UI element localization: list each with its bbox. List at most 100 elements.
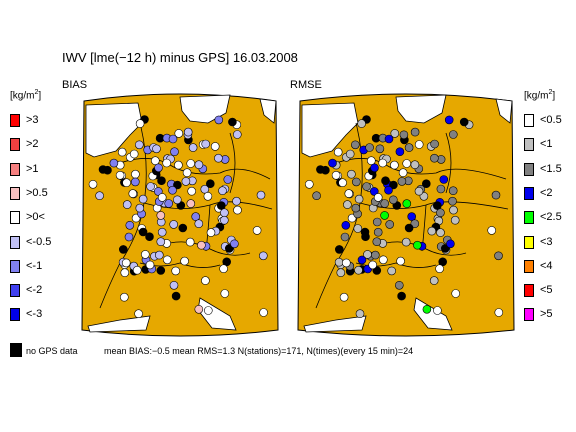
station-marker (448, 196, 457, 206)
station-marker (379, 255, 388, 265)
station-marker (182, 168, 192, 177)
station-marker (157, 227, 167, 237)
station-marker (370, 163, 379, 173)
station-marker (351, 203, 361, 213)
station-marker (449, 130, 458, 139)
station-marker (220, 215, 229, 225)
bias-legend-label: >0< (26, 211, 45, 224)
station-marker (171, 291, 181, 301)
station-marker (353, 224, 363, 233)
station-marker (340, 232, 350, 242)
station-marker (339, 292, 349, 302)
station-marker (436, 228, 445, 237)
station-marker (451, 289, 460, 298)
station-marker (321, 165, 330, 175)
rmse-legend-label: <1.5 (540, 162, 562, 175)
station-marker (328, 158, 337, 168)
station-marker (494, 251, 503, 261)
station-marker (88, 180, 98, 189)
station-marker (345, 149, 355, 159)
bias-unit-label: [kg/m2] (10, 89, 42, 102)
station-marker (430, 139, 439, 149)
station-marker (439, 175, 449, 184)
station-marker (362, 182, 371, 191)
station-marker (414, 186, 424, 196)
station-marker (371, 250, 380, 260)
country-border (335, 158, 507, 180)
station-marker (130, 177, 140, 187)
station-marker (120, 268, 130, 277)
station-marker (228, 117, 237, 127)
bias-legend-swatch (10, 308, 20, 322)
station-marker (214, 115, 224, 125)
station-marker (220, 208, 229, 217)
station-marker (135, 119, 145, 128)
station-marker (414, 140, 424, 149)
station-marker (341, 258, 351, 268)
station-marker (168, 185, 177, 195)
station-marker (334, 245, 344, 254)
bias-legend-label: >2 (26, 138, 39, 151)
station-marker (487, 226, 496, 235)
station-marker (390, 160, 399, 170)
station-marker (312, 191, 321, 200)
bias-legend-swatch (10, 138, 20, 152)
station-marker (331, 171, 341, 180)
station-marker (134, 140, 144, 150)
station-marker (174, 129, 184, 138)
station-marker (375, 144, 385, 154)
station-marker (387, 266, 396, 276)
mediterranean-sea (303, 315, 367, 333)
station-marker (397, 291, 406, 301)
station-marker (372, 237, 382, 246)
station-marker (341, 221, 351, 230)
baltic-sea-east (495, 98, 513, 124)
station-marker (384, 134, 394, 144)
rmse-legend-label: <2.5 (540, 211, 562, 224)
station-marker (448, 186, 458, 195)
station-marker (338, 178, 347, 187)
rmse-legend-label: <5 (540, 284, 553, 297)
station-marker (347, 169, 356, 179)
station-marker (169, 281, 179, 290)
station-marker (138, 194, 148, 204)
bias-legend-label: <-2 (26, 284, 43, 297)
station-marker (141, 250, 150, 259)
station-marker (233, 205, 242, 215)
station-marker (168, 134, 178, 144)
bias-legend-label: <-0.5 (26, 235, 52, 248)
rmse-legend-label: >5 (540, 308, 553, 321)
station-marker (370, 187, 379, 196)
station-marker (404, 223, 414, 233)
station-marker (494, 308, 504, 317)
station-marker (134, 309, 143, 318)
station-marker (397, 177, 407, 186)
station-marker (186, 199, 196, 208)
station-marker (395, 147, 405, 157)
station-marker (256, 190, 266, 200)
station-marker (305, 180, 314, 189)
station-marker (401, 237, 411, 247)
station-marker (156, 211, 166, 220)
station-marker (185, 237, 195, 247)
station-marker (430, 153, 439, 163)
station-marker (449, 205, 458, 215)
bias-legend-label: <-3 (26, 308, 43, 321)
station-marker (381, 176, 390, 185)
station-marker (389, 195, 398, 205)
rmse-legend-swatch (524, 162, 534, 176)
station-marker (360, 227, 370, 237)
station-marker (402, 159, 411, 168)
country-border (229, 132, 236, 194)
station-marker (122, 178, 131, 187)
station-marker (259, 308, 268, 317)
station-marker (218, 186, 227, 195)
station-marker (203, 192, 213, 201)
station-marker (390, 129, 400, 138)
station-marker (402, 199, 412, 208)
station-marker (389, 180, 398, 190)
no-gps-data-label: no GPS data (26, 346, 78, 356)
rmse-unit-label: [kg/m2] (524, 89, 556, 102)
station-marker (124, 232, 134, 242)
station-marker (334, 257, 344, 267)
